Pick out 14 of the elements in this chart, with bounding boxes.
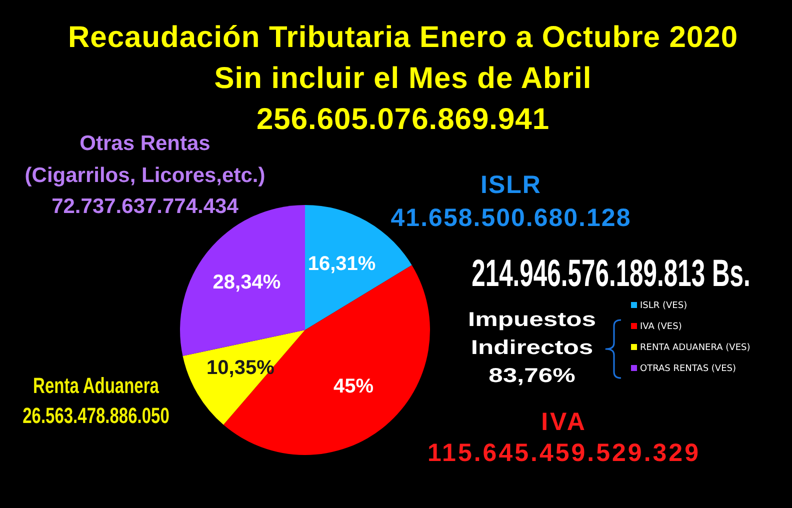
text: 214.946.576.189.813 Bs. — [472, 253, 750, 295]
data-label: 45% — [333, 376, 374, 398]
data-label: 16,31% — [308, 253, 376, 276]
data-label: 28,34% — [212, 271, 281, 294]
data-label: 10,35% — [206, 356, 275, 379]
legend-label: RENTA ADUANERA (VES) — [640, 343, 750, 353]
text: IVA 115.645.459.529.329 — [428, 407, 700, 469]
legend-label: OTRAS RENTAS (VES) — [640, 364, 736, 374]
text: Renta Aduanera 26.563.478.886.050 — [22, 372, 170, 430]
text: ISLR 41.658.500.680.128 — [390, 170, 632, 234]
legend-label: ISLR (VES) — [640, 301, 688, 311]
legend-label: IVA (VES) — [640, 322, 682, 332]
text: Impuestos Indirectos 83,76% — [468, 308, 596, 389]
chart-title: Recaudación Tributaria Enero a Octubre 2020 — [68, 20, 738, 56]
